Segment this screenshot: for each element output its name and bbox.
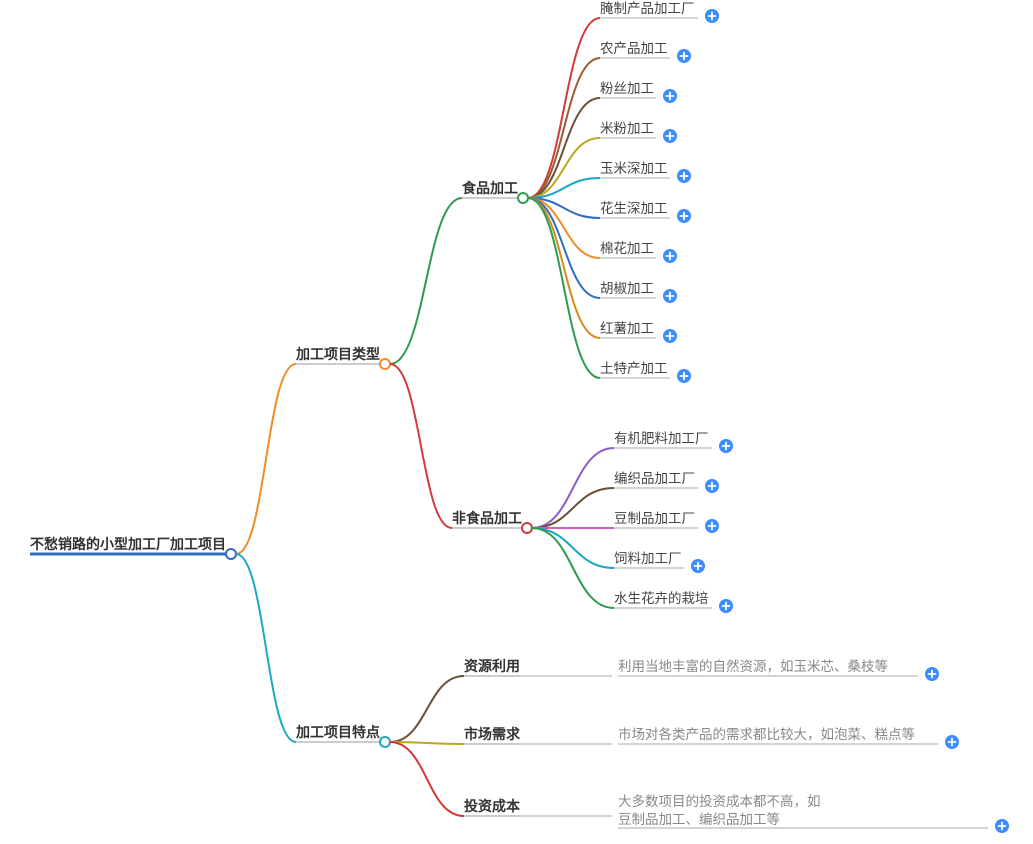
leaf-food-9: 土特产加工: [600, 361, 668, 376]
feature-detail-cost: 大多数项目的投资成本都不高，如豆制品加工、编织品加工等: [618, 793, 821, 827]
leaf-food-7: 胡椒加工: [600, 281, 654, 296]
feature-node-resource: 资源利用: [464, 658, 520, 674]
expand-nonfood-1[interactable]: [705, 479, 719, 493]
feature-node-market: 市场需求: [464, 726, 521, 742]
expand-food-1[interactable]: [677, 49, 691, 63]
expand-feature-resource[interactable]: [925, 667, 939, 681]
expand-nonfood-4[interactable]: [719, 599, 733, 613]
l3-node-nonfood: 非食品加工: [452, 510, 522, 526]
leaf-nonfood-0: 有机肥料加工厂: [614, 431, 709, 446]
expand-nonfood-0[interactable]: [719, 439, 733, 453]
l2-joint-types: [380, 359, 390, 369]
expand-feature-market[interactable]: [945, 735, 959, 749]
leaf-nonfood-1: 编织品加工厂: [614, 471, 695, 486]
root-joint: [226, 549, 236, 559]
expand-food-8[interactable]: [663, 329, 677, 343]
leaf-nonfood-2: 豆制品加工厂: [614, 511, 695, 526]
leaf-food-1: 农产品加工: [600, 41, 668, 56]
l2-node-features: 加工项目特点: [295, 724, 380, 740]
leaf-food-8: 红薯加工: [600, 321, 654, 336]
feature-node-cost: 投资成本: [464, 798, 521, 814]
l3-joint-food: [518, 193, 528, 203]
expand-food-0[interactable]: [705, 9, 719, 23]
leaf-food-4: 玉米深加工: [600, 161, 668, 176]
leaf-food-2: 粉丝加工: [600, 81, 654, 96]
mindmap-stage: 不愁销路的小型加工厂加工项目 加工项目类型加工项目特点 食品加工非食品加工 腌制产品加…: [0, 0, 1033, 844]
expand-food-9[interactable]: [677, 369, 691, 383]
leaf-nonfood-3: 饲料加工厂: [614, 551, 682, 566]
l2-node-types: 加工项目类型: [295, 346, 380, 362]
expand-nonfood-3[interactable]: [691, 559, 705, 573]
expand-food-7[interactable]: [663, 289, 677, 303]
feature-detail-market: 市场对各类产品的需求都比较大，如泡菜、糕点等: [618, 726, 915, 742]
expand-nonfood-2[interactable]: [705, 519, 719, 533]
l3-joint-nonfood: [522, 523, 532, 533]
leaf-food-5: 花生深加工: [600, 201, 668, 216]
expand-food-2[interactable]: [663, 89, 677, 103]
expand-feature-cost[interactable]: [995, 819, 1009, 833]
l3-node-food: 食品加工: [462, 180, 518, 196]
expand-food-4[interactable]: [677, 169, 691, 183]
leaf-food-3: 米粉加工: [600, 121, 654, 136]
l2-joint-features: [380, 737, 390, 747]
expand-food-6[interactable]: [663, 249, 677, 263]
expand-food-5[interactable]: [677, 209, 691, 223]
feature-detail-resource: 利用当地丰富的自然资源，如玉米芯、桑枝等: [618, 658, 888, 674]
root-node: 不愁销路的小型加工厂加工项目: [30, 536, 226, 552]
expand-food-3[interactable]: [663, 129, 677, 143]
leaf-food-0: 腌制产品加工厂: [600, 1, 695, 16]
leaf-nonfood-4: 水生花卉的栽培: [614, 591, 709, 606]
leaf-food-6: 棉花加工: [600, 241, 654, 256]
